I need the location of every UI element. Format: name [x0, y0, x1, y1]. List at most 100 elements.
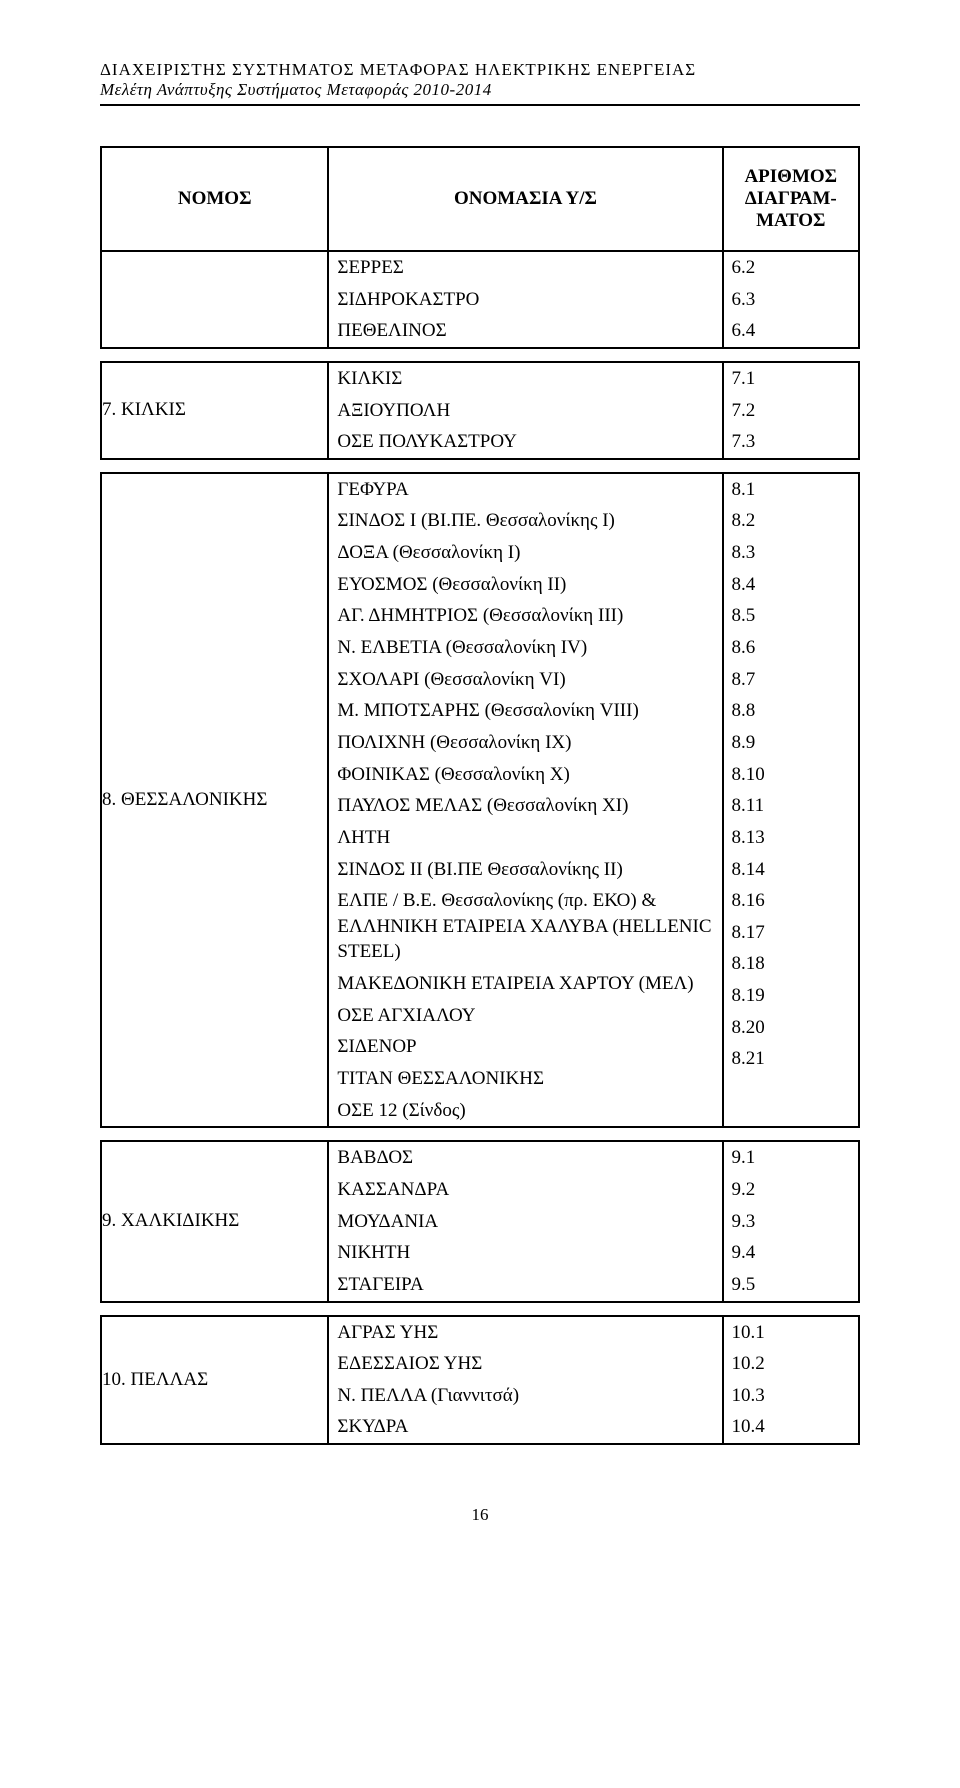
table-header-row: ΝΟΜΟΣ ΟΝΟΜΑΣΙΑ Υ/Σ ΑΡΙΘΜΟΣ ΔΙΑΓΡΑΜ-ΜΑΤΟΣ: [101, 147, 859, 251]
group-names-cell: ΓΕΦΥΡΑΣΙΝΔΟΣ Ι (ΒΙ.ΠΕ. Θεσσαλονίκης Ι)ΔΟ…: [328, 473, 722, 1127]
diagram-number: 8.8: [724, 695, 858, 727]
diagram-number: 10.1: [724, 1317, 858, 1349]
substation-name: ΠΕΘΕΛΙΝΟΣ: [329, 315, 721, 347]
header-title-line1: ΔΙΑΧΕΙΡΙΣΤΗΣ ΣΥΣΤΗΜΑΤΟΣ ΜΕΤΑΦΟΡΑΣ ΗΛΕΚΤΡ…: [100, 60, 860, 80]
col-header-name: ΟΝΟΜΑΣΙΑ Υ/Σ: [328, 147, 722, 251]
group-numbers-cell: 10.110.210.310.4: [723, 1316, 859, 1445]
substation-name: ΕΛΠΕ / Β.Ε. Θεσσαλονίκης (πρ. ΕΚΟ) & ΕΛΛ…: [329, 885, 721, 968]
substation-name: ΣΙΝΔΟΣ Ι (ΒΙ.ΠΕ. Θεσσαλονίκης Ι): [329, 505, 721, 537]
diagram-number: 8.17: [724, 917, 858, 949]
diagram-number: 8.18: [724, 948, 858, 980]
substation-name: ΠΑΥΛΟΣ ΜΕΛΑΣ (Θεσσαλονίκη XI): [329, 790, 721, 822]
table-group-row: ΣΕΡΡΕΣΣΙΔΗΡΟΚΑΣΤΡΟΠΕΘΕΛΙΝΟΣ6.26.36.4: [101, 251, 859, 348]
page-number: 16: [100, 1505, 860, 1525]
page-header: ΔΙΑΧΕΙΡΙΣΤΗΣ ΣΥΣΤΗΜΑΤΟΣ ΜΕΤΑΦΟΡΑΣ ΗΛΕΚΤΡ…: [100, 60, 860, 106]
substation-name: ΣΙΔΗΡΟΚΑΣΤΡΟ: [329, 284, 721, 316]
diagram-number: 10.2: [724, 1348, 858, 1380]
diagram-number: 8.3: [724, 537, 858, 569]
diagram-number: 8.7: [724, 664, 858, 696]
diagram-number: 6.4: [724, 315, 858, 347]
diagram-number: 8.5: [724, 600, 858, 632]
substation-name: ΝΙΚΗΤΗ: [329, 1237, 721, 1269]
diagram-number: 8.2: [724, 505, 858, 537]
group-names-cell: ΒΑΒΔΟΣΚΑΣΣΑΝΔΡΑΜΟΥΔΑΝΙΑΝΙΚΗΤΗΣΤΑΓΕΙΡΑ: [328, 1141, 722, 1301]
substation-name: ΕΥΟΣΜΟΣ (Θεσσαλονίκη ΙΙ): [329, 569, 721, 601]
substation-name: ΑΓΡΑΣ ΥΗΣ: [329, 1317, 721, 1349]
group-spacer: [101, 1302, 859, 1316]
diagram-number: 7.3: [724, 426, 858, 458]
substation-name: ΣΕΡΡΕΣ: [329, 252, 721, 284]
diagram-number: 6.3: [724, 284, 858, 316]
group-numbers-cell: 8.18.28.38.48.58.68.78.88.98.108.118.138…: [723, 473, 859, 1127]
diagram-number: 8.14: [724, 854, 858, 886]
group-numbers-cell: 7.17.27.3: [723, 362, 859, 459]
group-names-cell: ΑΓΡΑΣ ΥΗΣΕΔΕΣΣΑΙΟΣ ΥΗΣΝ. ΠΕΛΛΑ (Γιαννιτσ…: [328, 1316, 722, 1445]
diagram-number: 8.10: [724, 759, 858, 791]
diagram-number: 9.1: [724, 1142, 858, 1174]
group-label-cell: 8. ΘΕΣΣΑΛΟΝΙΚΗΣ: [101, 473, 328, 1127]
substation-name: ΠΟΛΙΧΝΗ (Θεσσαλονίκη IX): [329, 727, 721, 759]
diagram-number: 7.2: [724, 395, 858, 427]
diagram-number: 7.1: [724, 363, 858, 395]
substation-name: ΣΙΔΕΝΟΡ: [329, 1031, 721, 1063]
group-label-cell: [101, 251, 328, 348]
diagram-number: 9.4: [724, 1237, 858, 1269]
diagram-number: 10.4: [724, 1411, 858, 1443]
substation-name: ΣΙΝΔΟΣ ΙΙ (ΒΙ.ΠΕ Θεσσαλονίκης ΙΙ): [329, 854, 721, 886]
diagram-number: 8.4: [724, 569, 858, 601]
group-numbers-cell: 6.26.36.4: [723, 251, 859, 348]
diagram-number: 8.19: [724, 980, 858, 1012]
substation-name: ΚΑΣΣΑΝΔΡΑ: [329, 1174, 721, 1206]
group-numbers-cell: 9.19.29.39.49.5: [723, 1141, 859, 1301]
diagram-number: 8.20: [724, 1012, 858, 1044]
table-group-row: 9. ΧΑΛΚΙΔΙΚΗΣΒΑΒΔΟΣΚΑΣΣΑΝΔΡΑΜΟΥΔΑΝΙΑΝΙΚΗ…: [101, 1141, 859, 1301]
col-header-num: ΑΡΙΘΜΟΣ ΔΙΑΓΡΑΜ-ΜΑΤΟΣ: [723, 147, 859, 251]
substation-name: ΛΗΤΗ: [329, 822, 721, 854]
table-group-row: 10. ΠΕΛΛΑΣΑΓΡΑΣ ΥΗΣΕΔΕΣΣΑΙΟΣ ΥΗΣΝ. ΠΕΛΛΑ…: [101, 1316, 859, 1445]
substation-name: ΟΣΕ ΠΟΛΥΚΑΣΤΡΟΥ: [329, 426, 721, 458]
substation-name: ΤΙΤΑΝ ΘΕΣΣΑΛΟΝΙΚΗΣ: [329, 1063, 721, 1095]
table-group-row: 7. ΚΙΛΚΙΣΚΙΛΚΙΣΑΞΙΟΥΠΟΛΗΟΣΕ ΠΟΛΥΚΑΣΤΡΟΥ7…: [101, 362, 859, 459]
substation-name: ΓΕΦΥΡΑ: [329, 474, 721, 506]
diagram-number: 9.2: [724, 1174, 858, 1206]
diagram-number: 8.1: [724, 474, 858, 506]
diagram-number: 8.16: [724, 885, 858, 917]
col-header-nomos: ΝΟΜΟΣ: [101, 147, 328, 251]
group-label-cell: 10. ΠΕΛΛΑΣ: [101, 1316, 328, 1445]
diagram-number: 9.3: [724, 1206, 858, 1238]
diagram-number: 8.21: [724, 1043, 858, 1075]
substation-name: ΟΣΕ 12 (Σίνδος): [329, 1095, 721, 1127]
diagram-number: 9.5: [724, 1269, 858, 1301]
substation-name: ΑΓ. ΔΗΜΗΤΡΙΟΣ (Θεσσαλονίκη ΙΙΙ): [329, 600, 721, 632]
substation-name: ΜΟΥΔΑΝΙΑ: [329, 1206, 721, 1238]
substation-name: ΒΑΒΔΟΣ: [329, 1142, 721, 1174]
diagram-number: 8.9: [724, 727, 858, 759]
group-names-cell: ΣΕΡΡΕΣΣΙΔΗΡΟΚΑΣΤΡΟΠΕΘΕΛΙΝΟΣ: [328, 251, 722, 348]
substation-name: Ν. ΠΕΛΛΑ (Γιαννιτσά): [329, 1380, 721, 1412]
substation-name: ΦΟΙΝΙΚΑΣ (Θεσσαλονίκη X): [329, 759, 721, 791]
header-rule: [100, 104, 860, 106]
header-title-line2: Μελέτη Ανάπτυξης Συστήματος Μεταφοράς 20…: [100, 80, 860, 100]
substation-name: ΑΞΙΟΥΠΟΛΗ: [329, 395, 721, 427]
diagram-number: 8.13: [724, 822, 858, 854]
group-spacer: [101, 348, 859, 362]
substation-name: ΜΑΚΕΔΟΝΙΚΗ ΕΤΑΙΡΕΙΑ ΧΑΡΤΟΥ (ΜΕΛ): [329, 968, 721, 1000]
substation-name: ΔΟΞΑ (Θεσσαλονίκη Ι): [329, 537, 721, 569]
substation-name: Μ. ΜΠΟΤΣΑΡΗΣ (Θεσσαλονίκη VIII): [329, 695, 721, 727]
substation-name: Ν. ΕΛΒΕΤΙΑ (Θεσσαλονίκη IV): [329, 632, 721, 664]
diagram-number: 8.11: [724, 790, 858, 822]
substations-table: ΝΟΜΟΣ ΟΝΟΜΑΣΙΑ Υ/Σ ΑΡΙΘΜΟΣ ΔΙΑΓΡΑΜ-ΜΑΤΟΣ…: [100, 146, 860, 1445]
group-label-cell: 9. ΧΑΛΚΙΔΙΚΗΣ: [101, 1141, 328, 1301]
substation-name: ΣΧΟΛΑΡΙ (Θεσσαλονίκη VI): [329, 664, 721, 696]
substation-name: ΟΣΕ ΑΓΧΙΑΛΟΥ: [329, 1000, 721, 1032]
substation-name: ΣΚΥΔΡΑ: [329, 1411, 721, 1443]
diagram-number: 6.2: [724, 252, 858, 284]
document-page: ΔΙΑΧΕΙΡΙΣΤΗΣ ΣΥΣΤΗΜΑΤΟΣ ΜΕΤΑΦΟΡΑΣ ΗΛΕΚΤΡ…: [0, 0, 960, 1565]
group-label-cell: 7. ΚΙΛΚΙΣ: [101, 362, 328, 459]
substation-name: ΣΤΑΓΕΙΡΑ: [329, 1269, 721, 1301]
group-spacer: [101, 459, 859, 473]
group-spacer: [101, 1127, 859, 1141]
diagram-number: 8.6: [724, 632, 858, 664]
group-names-cell: ΚΙΛΚΙΣΑΞΙΟΥΠΟΛΗΟΣΕ ΠΟΛΥΚΑΣΤΡΟΥ: [328, 362, 722, 459]
substation-name: ΚΙΛΚΙΣ: [329, 363, 721, 395]
